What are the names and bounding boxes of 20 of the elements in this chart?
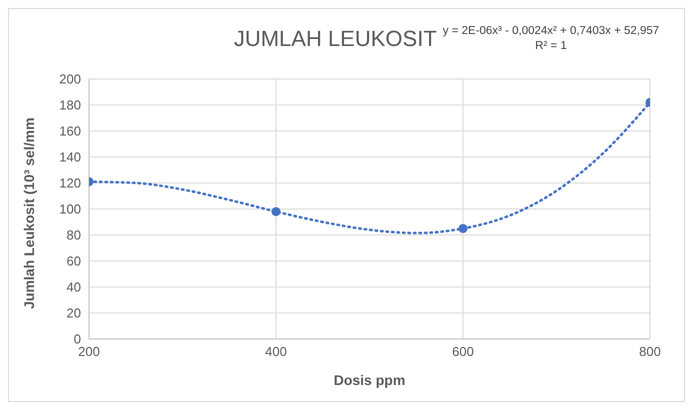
y-tick-label: 160 xyxy=(59,124,81,139)
y-tick-label: 140 xyxy=(59,150,81,165)
x-tick-label: 400 xyxy=(265,344,287,360)
y-tick-label: 120 xyxy=(59,176,81,191)
x-axis-title: Dosis ppm xyxy=(334,372,406,388)
y-tick-label: 180 xyxy=(59,98,81,113)
y-tick-label: 80 xyxy=(66,228,81,243)
y-tick-label: 0 xyxy=(74,332,81,347)
y-axis-title: Jumlah Leukosit (10³ sel/mm xyxy=(20,118,37,309)
y-tick-label: 200 xyxy=(59,72,81,87)
text: R² = 1 xyxy=(534,39,568,54)
x-tick-label: 800 xyxy=(639,344,661,360)
chart-title: JUMLAH LEUKOSIT xyxy=(234,26,437,52)
y-tick-label: 100 xyxy=(59,202,81,217)
y-tick-label: 20 xyxy=(66,306,81,321)
y-tick-label: 40 xyxy=(66,280,81,295)
x-tick-label: 600 xyxy=(452,344,474,360)
x-tick-label: 200 xyxy=(78,344,100,360)
y-tick-label: 60 xyxy=(66,254,81,269)
text: y = 2E-06x³ - 0,0024x² + 0,7403x + 52,957 xyxy=(442,24,660,39)
